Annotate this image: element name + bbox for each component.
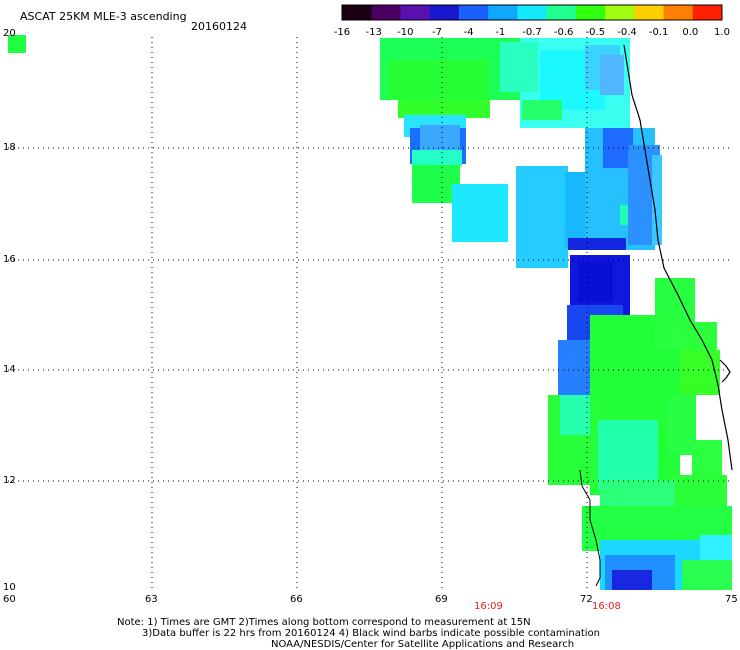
y-tick-label: 16 xyxy=(3,254,16,265)
colorbar-label: -0.5 xyxy=(586,27,606,38)
data-cell xyxy=(612,570,652,590)
colorbar-swatch xyxy=(342,5,372,20)
x-axis-labels: 60 63 66 69 72 75 xyxy=(3,594,738,605)
time-label: 16:09 xyxy=(474,601,503,612)
product-title: ASCAT 25KM MLE-3 ascending xyxy=(20,10,187,23)
y-tick-label: 12 xyxy=(3,475,16,486)
colorbar: -16 -13 -10 -7 -4 -1 -0.7 -0.6 -0.5 -0.4 -0.1 0.0 1.… xyxy=(334,4,730,38)
colorbar-swatch xyxy=(692,5,723,20)
note-line-1: Note: 1) Times are GMT 2)Times along bot… xyxy=(117,617,531,628)
colorbar-label: 0.0 xyxy=(682,27,698,38)
x-tick-label: 69 xyxy=(435,594,448,605)
data-cell xyxy=(412,150,462,166)
colorbar-frame xyxy=(341,4,723,21)
colorbar-label: -7 xyxy=(432,27,442,38)
colorbar-label: -0.4 xyxy=(617,27,637,38)
colorbar-swatch xyxy=(605,5,635,20)
colorbar-label: -0.7 xyxy=(522,27,542,38)
x-tick-label: 75 xyxy=(725,594,738,605)
y-tick-label: 14 xyxy=(3,364,16,375)
data-cell xyxy=(388,60,488,100)
y-tick-label: 20 xyxy=(3,28,16,39)
colorbar-label: -0.6 xyxy=(554,27,574,38)
time-label: 16:08 xyxy=(592,601,621,612)
colorbar-swatch xyxy=(575,5,606,20)
colorbar-label: -16 xyxy=(334,27,350,38)
colorbar-swatch xyxy=(458,5,489,20)
colorbar-swatch xyxy=(517,5,548,20)
product-date: 20160124 xyxy=(191,20,247,33)
data-cell xyxy=(522,100,562,120)
data-cell xyxy=(598,420,658,490)
x-tick-label: 66 xyxy=(290,594,303,605)
data-cell xyxy=(398,100,490,118)
note-line-2: 3)Data buffer is 22 hrs from 20160124 4)… xyxy=(142,628,600,639)
data-cell xyxy=(568,238,626,250)
y-tick-label: 10 xyxy=(3,582,16,593)
coastline xyxy=(623,44,733,471)
note-line-3: NOAA/NESDIS/Center for Satellite Applica… xyxy=(271,639,574,650)
data-cell xyxy=(578,262,613,302)
x-tick-label: 60 xyxy=(3,594,16,605)
y-tick-label: 18 xyxy=(3,142,16,153)
data-cell xyxy=(8,35,26,53)
data-cell xyxy=(500,42,538,92)
colorbar-swatch xyxy=(400,5,431,20)
y-axis-labels: 20 18 16 14 12 10 xyxy=(3,28,16,593)
data-cell xyxy=(675,322,717,350)
colorbar-swatch xyxy=(546,5,577,20)
data-cell xyxy=(420,125,460,153)
coastline-west xyxy=(579,469,601,587)
colorbar-label: -4 xyxy=(464,27,474,38)
colorbar-swatch xyxy=(634,5,665,20)
colorbar-swatch xyxy=(663,5,694,20)
data-cell xyxy=(452,184,508,242)
x-tick-label: 63 xyxy=(145,594,158,605)
colorbar-label: -13 xyxy=(365,27,381,38)
colorbar-labels: -16 -13 -10 -7 -4 -1 -0.7 -0.6 -0.5 -0.4 -0.1 0.0 1.… xyxy=(334,27,730,38)
wind-data-swath xyxy=(8,35,732,590)
colorbar-label: -10 xyxy=(397,27,413,38)
data-cell xyxy=(682,560,732,590)
data-cell xyxy=(600,55,624,95)
colorbar-swatch xyxy=(371,5,401,20)
x-tick-label: 72 xyxy=(580,594,593,605)
data-cell xyxy=(680,350,720,395)
grid xyxy=(8,37,732,592)
data-cell xyxy=(652,155,662,245)
data-cell xyxy=(516,166,568,268)
colorbar-swatch xyxy=(488,5,518,20)
colorbar-label: -0.1 xyxy=(649,27,669,38)
colorbar-label: -1 xyxy=(495,27,505,38)
data-cell xyxy=(668,395,696,455)
colorbar-swatches xyxy=(342,5,723,20)
data-cell xyxy=(560,395,590,435)
colorbar-swatch xyxy=(429,5,460,20)
colorbar-label: 1.0 xyxy=(714,27,730,38)
data-cell xyxy=(600,480,675,510)
coastline-inlet xyxy=(719,359,731,383)
